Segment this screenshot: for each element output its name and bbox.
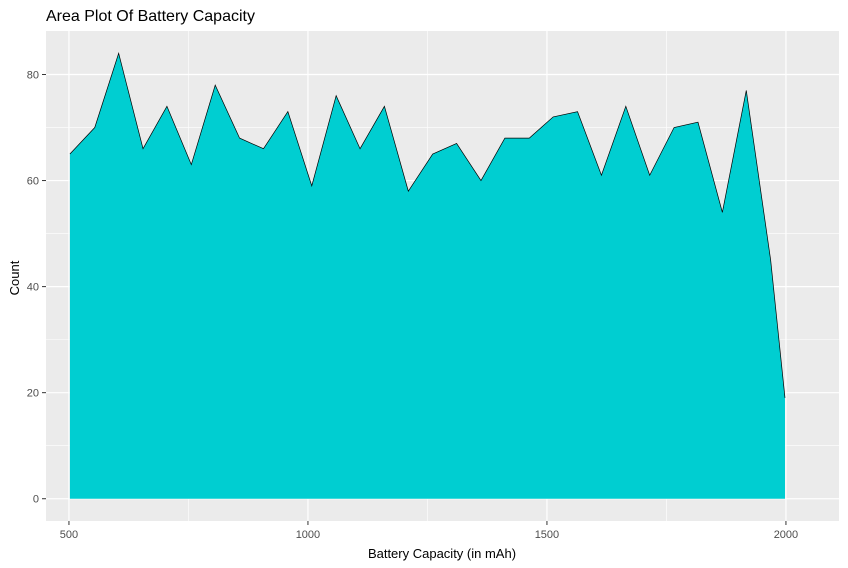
y-tick-label: 80	[27, 69, 39, 81]
x-axis-title: Battery Capacity (in mAh)	[368, 546, 516, 561]
x-tick-label: 2000	[774, 529, 798, 541]
y-tick-label: 0	[33, 494, 39, 506]
chart-title: Area Plot Of Battery Capacity	[46, 8, 255, 25]
y-axis-title: Count	[7, 260, 22, 295]
x-tick-label: 1000	[296, 529, 320, 541]
y-tick-label: 60	[27, 176, 39, 188]
x-tick-label: 1500	[535, 529, 559, 541]
y-tick-label: 20	[27, 388, 39, 400]
area-series-outline	[69, 52, 786, 399]
area-series-fill	[69, 53, 785, 499]
x-axis: 500 1000 1500 2000	[60, 521, 798, 541]
y-axis: 0 20 40 60 80	[27, 69, 46, 506]
y-tick-label: 40	[27, 282, 39, 294]
x-tick-label: 500	[60, 529, 78, 541]
